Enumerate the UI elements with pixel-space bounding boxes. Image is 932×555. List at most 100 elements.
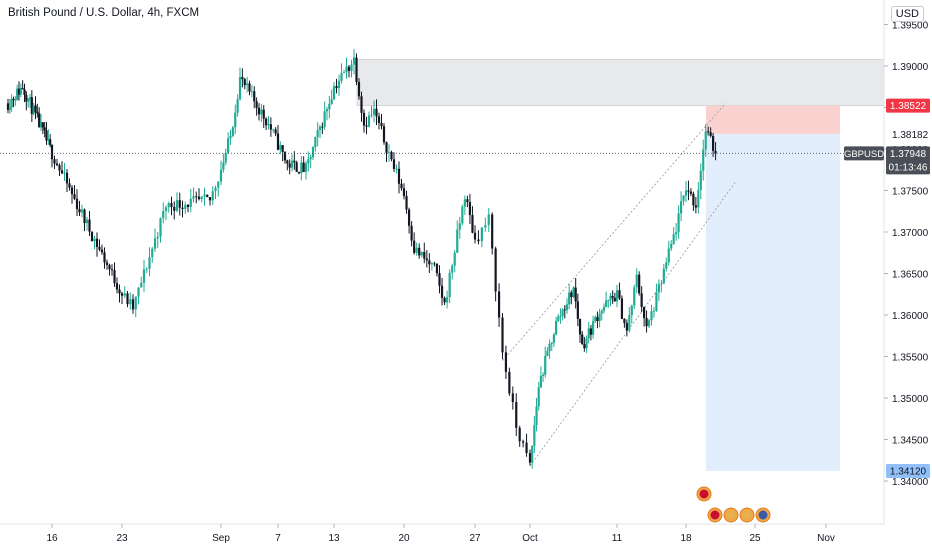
candle-body [665, 262, 668, 269]
candle-body [265, 118, 268, 126]
candle-body [418, 247, 421, 256]
candle-body [684, 190, 688, 196]
candle-body [50, 144, 54, 160]
candle-body [630, 305, 633, 316]
candle-body [714, 150, 717, 154]
price-tick-label: 1.34500 [892, 436, 929, 447]
usd-event-icon [758, 510, 768, 520]
candle-body [392, 159, 396, 169]
candle-body [362, 112, 366, 126]
target-price-badge [886, 464, 930, 479]
price-axis-bg [884, 0, 932, 550]
candle-body [697, 190, 700, 208]
candle-body [206, 194, 209, 198]
candle-body [203, 194, 206, 197]
candle-body [605, 300, 608, 307]
candle-body [85, 219, 89, 224]
candle-body [36, 111, 39, 114]
time-tick-label: 25 [749, 533, 761, 544]
candle-body [257, 107, 261, 115]
candle-body [167, 203, 170, 208]
price-tick-label: 1.39500 [892, 21, 929, 32]
candle-body [23, 89, 26, 95]
candle-body [633, 287, 636, 306]
stop-loss-zone [706, 105, 840, 134]
candle-body [217, 181, 220, 188]
currency-button[interactable]: USD [890, 6, 924, 22]
candle-body [260, 109, 263, 115]
candle-body [103, 252, 106, 263]
candle-body [323, 111, 326, 128]
candle-body [175, 200, 179, 211]
stop-price-badge [886, 98, 930, 113]
candle-body [250, 91, 253, 93]
candle-body [332, 86, 336, 100]
symbol-title[interactable]: British Pound / U.S. Dollar, 4h, FXCM [6, 6, 202, 20]
candle-body [63, 172, 66, 174]
candle-body [126, 293, 129, 305]
candle-body [304, 163, 308, 172]
candle-body [712, 135, 715, 151]
candle-body [43, 127, 46, 131]
candle-body [660, 283, 663, 285]
candle-body [105, 262, 109, 265]
candle-body [589, 328, 592, 335]
candle-body [184, 204, 187, 209]
time-tick-label: 27 [469, 533, 481, 544]
candle-body [591, 321, 595, 335]
candle-body [675, 232, 678, 235]
candle-body [83, 209, 86, 224]
time-tick-label: Nov [817, 533, 835, 544]
candle-body [638, 274, 641, 294]
candle-body [497, 291, 501, 318]
usd-event-icon [742, 510, 752, 520]
candle-body [55, 163, 59, 166]
candle-body [643, 306, 646, 319]
candle-body [309, 157, 312, 160]
candle-body [137, 287, 140, 297]
candle-body [620, 298, 624, 319]
candle-body [602, 306, 606, 311]
candle-body [518, 427, 521, 442]
candle-body [186, 204, 190, 207]
candle-body [458, 223, 461, 230]
candle-body [702, 149, 705, 171]
candle-body [535, 406, 538, 426]
time-tick-label: 13 [328, 533, 340, 544]
candle-body [80, 209, 84, 213]
candle-body [501, 317, 504, 353]
candle-body [600, 310, 603, 314]
candle-body [145, 268, 148, 270]
supply-zone [356, 59, 885, 106]
candle-body [73, 194, 76, 199]
price-tick-label: 1.35500 [892, 353, 929, 364]
candle-body [689, 191, 693, 194]
candle-body [78, 209, 81, 213]
time-tick-label: 11 [612, 533, 623, 544]
candle-body [39, 122, 43, 128]
candle-body [297, 171, 301, 174]
candle-body [539, 376, 542, 388]
candle-body [687, 190, 690, 192]
candle-body [372, 108, 376, 115]
candle-body [596, 317, 599, 322]
candle-body [609, 296, 612, 301]
take-profit-zone [706, 133, 840, 472]
candle-body [380, 122, 383, 127]
time-tick-label: Sep [212, 533, 230, 544]
candle-body [555, 320, 558, 335]
candle-body [129, 299, 132, 305]
time-tick-label: 23 [116, 533, 128, 544]
candle-body [14, 99, 17, 101]
candle-body [328, 103, 331, 110]
time-axis-bg [0, 524, 932, 550]
candle-body [598, 313, 601, 322]
candle-body [350, 64, 353, 71]
candle-body [269, 124, 272, 130]
candle-body [563, 309, 566, 311]
candle-body [657, 284, 660, 293]
candle-body [548, 343, 551, 352]
candle-body [355, 57, 358, 82]
